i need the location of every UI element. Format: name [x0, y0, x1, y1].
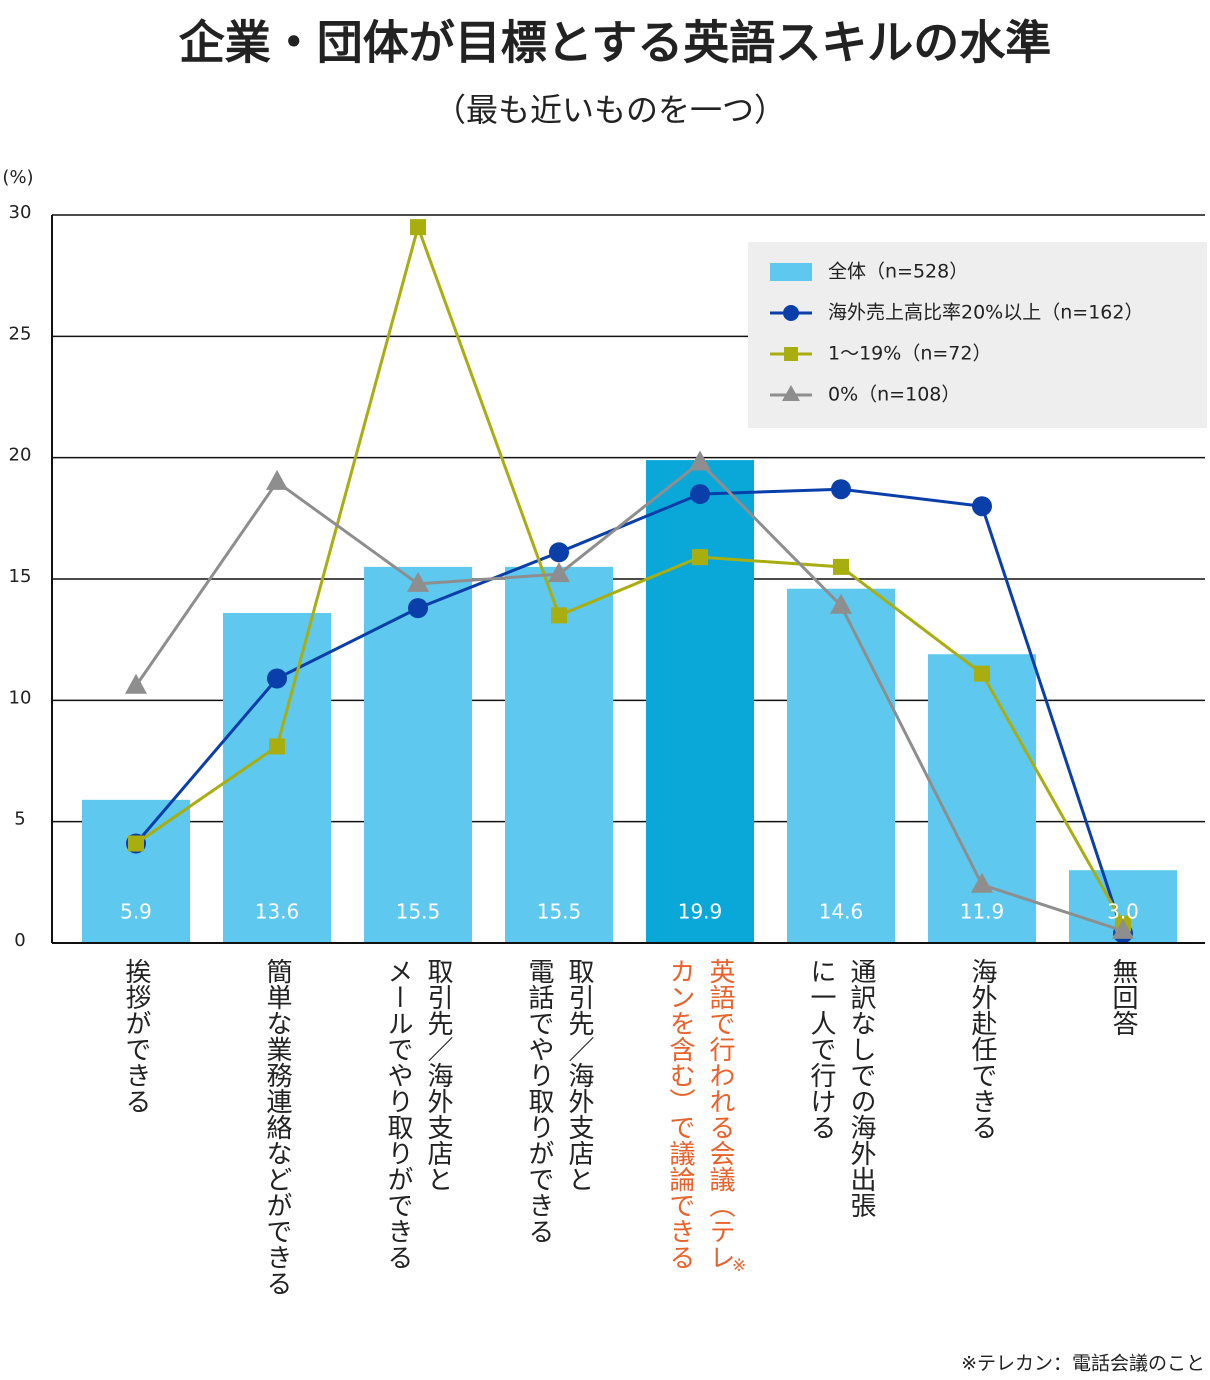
marker	[269, 738, 285, 755]
data-label: 13.6	[255, 900, 300, 924]
bar	[787, 588, 895, 943]
marker	[692, 549, 708, 566]
bar	[505, 566, 613, 943]
footnote: ※テレカン：電話会議のこと	[961, 1353, 1205, 1375]
x-tick-label: 無回答	[1108, 958, 1138, 1036]
y-tick-label: 15	[9, 566, 32, 587]
marker	[407, 571, 429, 592]
data-label: 11.9	[960, 900, 1005, 924]
x-tick-label: 海外赴任できる	[967, 958, 997, 1140]
marker	[548, 562, 570, 583]
bar	[928, 654, 1036, 943]
y-tick-label: 5	[14, 809, 25, 830]
data-label: 15.5	[396, 900, 441, 924]
bar	[646, 460, 754, 943]
chart-subtitle: （最も近いものを一つ）	[434, 91, 786, 129]
y-tick-label: 30	[9, 202, 32, 223]
legend-label: 海外売上高比率20%以上（n=162）	[828, 302, 1143, 324]
marker	[830, 593, 852, 614]
x-tick-label: 英語で行われる会議（テレ カンを含む）で議論できる	[665, 958, 735, 1270]
marker	[549, 542, 569, 563]
marker	[831, 479, 851, 500]
line	[134, 460, 1124, 933]
x-tick-label: 挨拶ができる	[121, 958, 151, 1114]
marker	[267, 668, 287, 689]
bar	[364, 566, 472, 943]
marker	[266, 469, 288, 490]
marker	[972, 496, 992, 517]
x-tick-label: 取引先／海外支店と 電話でやり取りができる	[524, 958, 594, 1244]
legend-label: 全体（n=528）	[828, 261, 968, 283]
x-tick-label: 取引先／海外支店と メールでやり取りができる	[383, 958, 453, 1270]
marker	[125, 673, 147, 694]
marker	[1112, 918, 1134, 939]
y-tick-label: 10	[9, 687, 32, 708]
marker	[974, 665, 990, 682]
legend-box	[748, 242, 1207, 428]
data-label: 15.5	[537, 900, 582, 924]
bar	[223, 612, 331, 943]
legend-marker	[783, 305, 799, 321]
marker	[408, 598, 428, 619]
y-tick-label: 25	[9, 323, 32, 344]
marker	[689, 450, 711, 471]
legend-marker	[782, 385, 800, 401]
data-label: 3.0	[1107, 900, 1139, 924]
legend-marker	[784, 347, 798, 361]
data-label: 5.9	[120, 900, 152, 924]
marker	[551, 607, 567, 624]
line	[135, 222, 1125, 925]
marker	[971, 872, 993, 893]
bars	[82, 460, 1177, 943]
legend: 全体（n=528） 海外売上高比率20%以上（n=162） 1〜19%（n=72） 0…	[748, 242, 1207, 428]
series	[125, 450, 1134, 939]
marker	[128, 835, 144, 852]
chart-title: 企業・団体が目標とする英語スキルの水準	[179, 16, 1052, 70]
category-note-mark: ※	[732, 1256, 747, 1276]
legend-label: 0%（n=108）	[828, 384, 960, 406]
x-tick-label: 通訳なしでの海外出張 に一人で行ける	[806, 958, 876, 1218]
marker	[833, 558, 849, 575]
bar	[82, 799, 190, 943]
series	[126, 479, 1133, 944]
legend-label: 1〜19%（n=72）	[828, 343, 991, 365]
marker	[410, 219, 426, 236]
data-label: 14.6	[819, 900, 864, 924]
y-unit: (%)	[2, 167, 33, 188]
data-label: 19.9	[678, 900, 723, 924]
series	[128, 219, 1131, 932]
x-tick-label: 簡単な業務連絡などができる	[262, 958, 292, 1296]
y-tick-label: 0	[14, 930, 25, 951]
line	[134, 487, 1125, 934]
lines	[125, 219, 1134, 944]
legend-swatch	[770, 263, 812, 281]
marker	[690, 484, 710, 505]
y-tick-label: 20	[9, 445, 32, 466]
